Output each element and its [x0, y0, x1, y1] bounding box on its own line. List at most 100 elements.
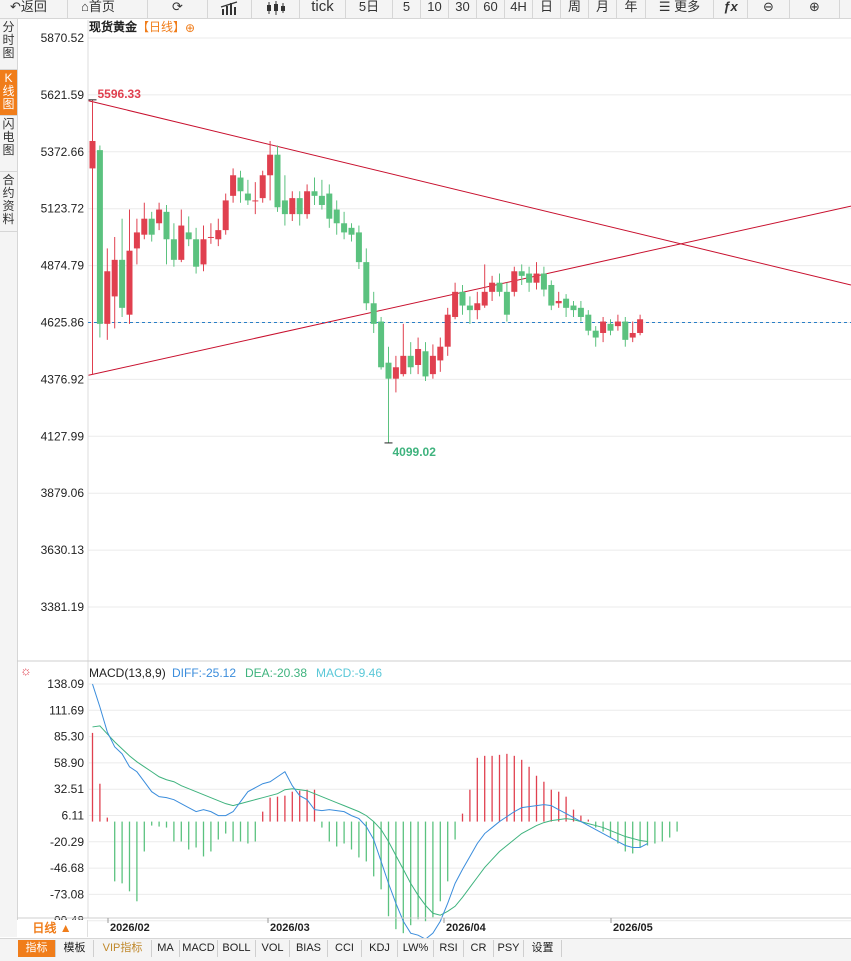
candle-body [260, 175, 266, 198]
candle [260, 171, 266, 203]
indicator-tab-8[interactable]: CCI [328, 940, 362, 957]
candle [386, 347, 392, 443]
macd-tick-label: 32.51 [54, 782, 84, 796]
candle [371, 292, 377, 333]
candle-body [534, 274, 540, 283]
candle [245, 180, 251, 205]
candle [297, 191, 303, 225]
settings-gear-icon[interactable]: ☼ [20, 663, 32, 678]
candle-body [134, 232, 140, 248]
candle [215, 219, 221, 246]
candle-body [474, 303, 480, 310]
candle-body [282, 200, 288, 214]
candle [460, 285, 466, 315]
candle [578, 301, 584, 322]
candle-body [511, 271, 517, 292]
candle [630, 322, 636, 343]
macd-tick-label: -46.68 [50, 861, 84, 875]
candle [608, 319, 614, 335]
candle-body [622, 322, 628, 340]
trendlines [89, 101, 851, 376]
indicator-tab-6[interactable]: VOL [256, 940, 290, 957]
candle-body [112, 260, 118, 297]
indicator-tab-9[interactable]: KDJ [362, 940, 398, 957]
indicator-tab-10[interactable]: LW% [398, 940, 434, 957]
candle [363, 248, 369, 310]
macd-tick-label: 111.69 [49, 703, 84, 717]
candle-body [578, 308, 584, 317]
candle [119, 219, 125, 317]
candle-body [297, 198, 303, 214]
candle [252, 182, 258, 214]
candle-body [341, 223, 347, 232]
candle [289, 191, 295, 221]
indicator-tab-1[interactable]: 模板 [56, 940, 94, 957]
indicator-tab-2[interactable]: VIP指标 [94, 940, 152, 957]
candle-body [193, 239, 199, 266]
candle [341, 212, 347, 239]
candle [171, 223, 177, 266]
candle [511, 267, 517, 297]
candle [104, 248, 110, 339]
candle-body [571, 306, 577, 311]
candle [201, 226, 207, 272]
candle-body [608, 324, 614, 331]
candle [238, 171, 244, 203]
macd-tick-label: -20.29 [50, 835, 84, 849]
candle-body [386, 363, 392, 379]
indicator-tab-11[interactable]: RSI [434, 940, 464, 957]
trendline [89, 206, 851, 375]
candle [193, 228, 199, 274]
indicator-tab-7[interactable]: BIAS [290, 940, 328, 957]
date-tick-label: 2026/02 [110, 922, 150, 934]
candle-body [304, 191, 310, 214]
candle [467, 296, 473, 323]
candle [526, 267, 532, 292]
price-tick-label: 4376.92 [41, 372, 85, 386]
candle [156, 203, 162, 230]
add-indicator-icon[interactable]: ⊕ [185, 21, 195, 35]
main-grid [88, 20, 851, 918]
candle-body [519, 271, 525, 276]
indicator-tab-5[interactable]: BOLL [218, 940, 256, 957]
macd-tick-label: 58.90 [54, 756, 84, 770]
candle [230, 168, 236, 202]
high-label: 5596.33 [98, 87, 142, 101]
candle [334, 200, 340, 234]
indicator-tab-4[interactable]: MACD [180, 940, 218, 957]
candle-body [637, 319, 643, 333]
candle [326, 184, 332, 227]
candle-body [378, 322, 384, 368]
candle-body [223, 200, 229, 230]
price-tick-label: 3381.19 [41, 600, 85, 614]
candle-body [267, 155, 273, 176]
candle [275, 146, 281, 212]
price-tick-label: 3630.13 [41, 543, 85, 557]
candle-body [452, 292, 458, 317]
candle [164, 205, 170, 264]
chart-title: 现货黄金 [89, 19, 138, 34]
indicator-tab-3[interactable]: MA [152, 940, 180, 957]
price-tick-label: 5372.66 [41, 145, 85, 159]
candles [90, 100, 644, 443]
candle [149, 212, 155, 242]
candle-body [467, 306, 473, 311]
candle [349, 223, 355, 241]
candle-body [230, 175, 236, 196]
indicator-tab-12[interactable]: CR [464, 940, 494, 957]
macd-value-label: MACD:-9.46 [316, 666, 382, 680]
indicator-tab-13[interactable]: PSY [494, 940, 524, 957]
candle-body [119, 260, 125, 308]
candle [178, 210, 184, 263]
candle [600, 317, 606, 342]
candle-body [164, 212, 170, 239]
candle-body [275, 155, 281, 208]
candle [541, 267, 547, 297]
price-axis: 5870.525621.595372.665123.724874.794625.… [41, 31, 85, 614]
indicator-tab-0[interactable]: 指标 [18, 940, 56, 957]
candle-body [408, 356, 414, 367]
period-selector[interactable]: 日线 ▲ [17, 920, 88, 937]
indicator-tab-14[interactable]: 设置 [524, 940, 562, 957]
price-tick-label: 5621.59 [41, 88, 85, 102]
